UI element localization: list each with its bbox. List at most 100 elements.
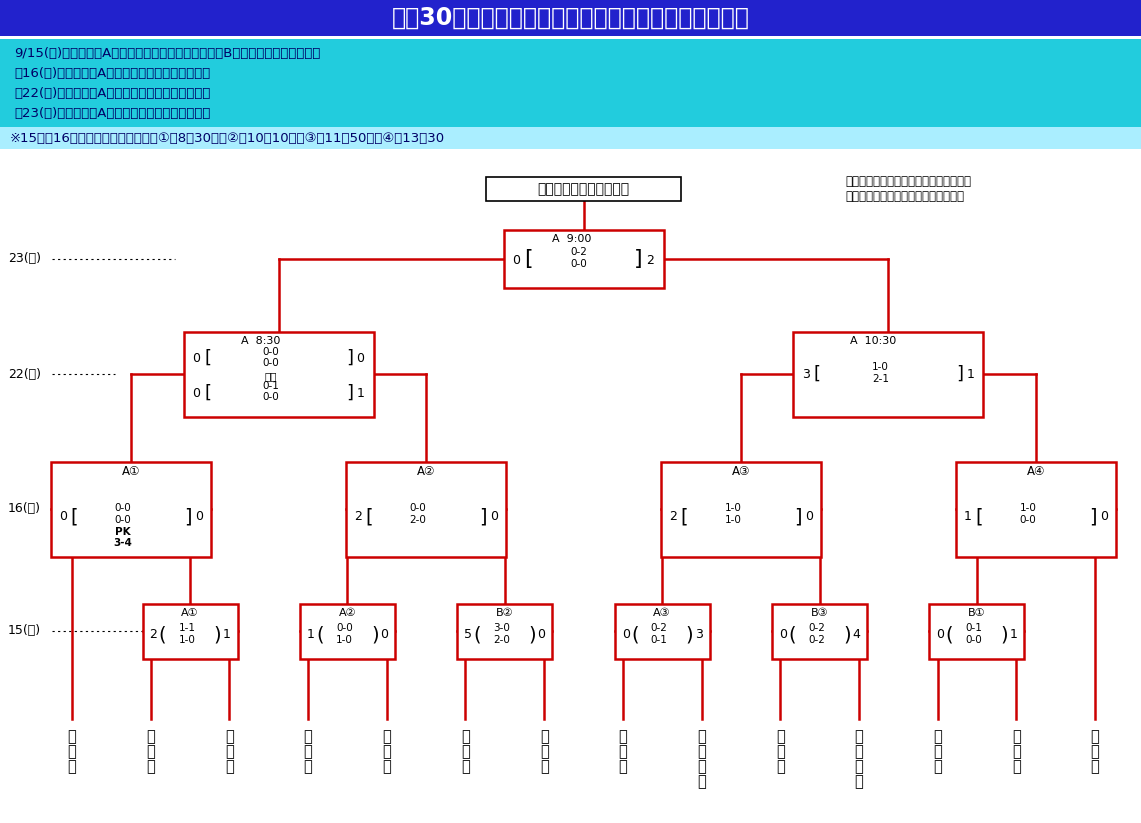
Text: 1: 1 — [357, 387, 364, 399]
Text: A  9:00: A 9:00 — [552, 234, 591, 244]
Text: 赤: 赤 — [67, 729, 76, 745]
Text: 南: 南 — [855, 760, 864, 774]
Text: ): ) — [843, 625, 851, 644]
Text: 0: 0 — [59, 510, 67, 523]
Text: 16(日)　会　場　A：あずまサッカースタジアム: 16(日) 会 場 A：あずまサッカースタジアム — [14, 67, 210, 80]
Bar — [486, 177, 681, 201]
Text: [: [ — [71, 508, 78, 527]
Text: 0-1: 0-1 — [650, 635, 667, 645]
Bar — [772, 603, 867, 658]
Text: 0: 0 — [622, 629, 630, 641]
Text: 1-0: 1-0 — [725, 515, 742, 525]
Bar — [661, 462, 820, 556]
Text: 16(日): 16(日) — [8, 503, 41, 515]
Text: 中: 中 — [697, 774, 706, 789]
Text: 0: 0 — [537, 629, 545, 641]
Text: 堀: 堀 — [67, 745, 76, 760]
Text: 伊勢崎市立第一中学校: 伊勢崎市立第一中学校 — [845, 189, 964, 202]
Text: 伊: 伊 — [618, 729, 628, 745]
Text: 0: 0 — [195, 510, 203, 523]
Text: 1-1: 1-1 — [178, 623, 195, 633]
Text: 玉: 玉 — [855, 729, 864, 745]
Text: [: [ — [976, 508, 982, 527]
Text: 0: 0 — [380, 629, 388, 641]
Text: 3-0: 3-0 — [493, 623, 510, 633]
Bar — [0, 127, 1141, 149]
Bar — [615, 603, 710, 658]
Text: 0-0: 0-0 — [262, 347, 278, 357]
Text: A  8:30: A 8:30 — [241, 336, 281, 346]
Text: 5: 5 — [464, 629, 472, 641]
Text: 殖: 殖 — [1091, 729, 1100, 745]
Bar — [956, 462, 1116, 556]
Bar — [930, 603, 1025, 658]
Text: ): ) — [213, 625, 221, 644]
Text: 南: 南 — [776, 745, 785, 760]
Text: 境: 境 — [461, 729, 470, 745]
Text: 0-2: 0-2 — [570, 247, 586, 257]
Text: 四: 四 — [1012, 729, 1021, 745]
Text: 1: 1 — [222, 629, 230, 641]
Text: [: [ — [524, 249, 533, 269]
Text: 15(土): 15(土) — [8, 625, 41, 638]
Text: 0-0: 0-0 — [570, 259, 586, 269]
Text: 0-0: 0-0 — [262, 392, 278, 402]
Text: 3: 3 — [695, 629, 703, 641]
Text: 一: 一 — [304, 745, 313, 760]
Text: 0-0: 0-0 — [114, 515, 131, 525]
Text: ツ: ツ — [1012, 745, 1021, 760]
Text: ]: ] — [479, 508, 487, 527]
Bar — [458, 603, 552, 658]
Text: 23(日)　会　場　A：あずまサッカースタジアム: 23(日) 会 場 A：あずまサッカースタジアム — [14, 106, 210, 119]
Text: 玉: 玉 — [540, 729, 549, 745]
Text: 中: 中 — [67, 760, 76, 774]
Text: 1: 1 — [964, 510, 972, 523]
Text: 中: 中 — [618, 760, 628, 774]
Text: A②: A② — [416, 465, 436, 478]
Text: 3: 3 — [802, 368, 810, 380]
Text: 中: 中 — [776, 760, 785, 774]
Text: 郷: 郷 — [933, 745, 942, 760]
Text: [: [ — [814, 365, 820, 383]
Text: ま: ま — [697, 760, 706, 774]
Text: 中: 中 — [146, 760, 155, 774]
Text: ): ) — [686, 625, 694, 644]
Text: (: ( — [316, 625, 324, 644]
Text: 2: 2 — [149, 629, 157, 641]
Bar — [503, 230, 664, 288]
Text: 0: 0 — [804, 510, 812, 523]
Text: 23(日): 23(日) — [8, 253, 41, 266]
Text: 2: 2 — [669, 510, 677, 523]
Text: 0-2: 0-2 — [808, 623, 825, 633]
Bar — [143, 603, 237, 658]
Text: 22(土)　会　場　A：あずまサッカースタジアム: 22(土) 会 場 A：あずまサッカースタジアム — [14, 86, 210, 100]
Text: 中: 中 — [382, 760, 391, 774]
Text: B③: B③ — [811, 607, 828, 617]
Text: 0-1: 0-1 — [262, 381, 280, 391]
Text: 四: 四 — [146, 745, 155, 760]
Text: 0-0: 0-0 — [410, 503, 427, 513]
Text: 1: 1 — [1010, 629, 1018, 641]
Text: 伊: 伊 — [382, 729, 391, 745]
Text: 0: 0 — [1100, 510, 1108, 523]
Text: [: [ — [365, 508, 373, 527]
Text: 0-2: 0-2 — [808, 635, 825, 645]
Text: 伊: 伊 — [304, 729, 313, 745]
Text: 1-0: 1-0 — [179, 635, 195, 645]
Text: 0: 0 — [512, 254, 520, 267]
Text: B②: B② — [496, 607, 513, 617]
Text: 県大会出場：　伊勢崎市立あずま中学校: 県大会出場： 伊勢崎市立あずま中学校 — [845, 174, 971, 188]
Text: 0-0: 0-0 — [337, 623, 353, 633]
Text: A④: A④ — [1027, 465, 1045, 478]
Text: (: ( — [159, 625, 167, 644]
Text: [: [ — [204, 349, 211, 367]
Text: (: ( — [631, 625, 639, 644]
Text: 2: 2 — [647, 254, 655, 267]
Text: 村: 村 — [540, 745, 549, 760]
Text: ): ) — [1001, 625, 1009, 644]
Text: 0: 0 — [193, 351, 201, 365]
Text: ]: ] — [346, 384, 353, 402]
Text: 中: 中 — [855, 774, 864, 789]
Text: 中: 中 — [540, 760, 549, 774]
Text: 0-0: 0-0 — [262, 358, 278, 368]
